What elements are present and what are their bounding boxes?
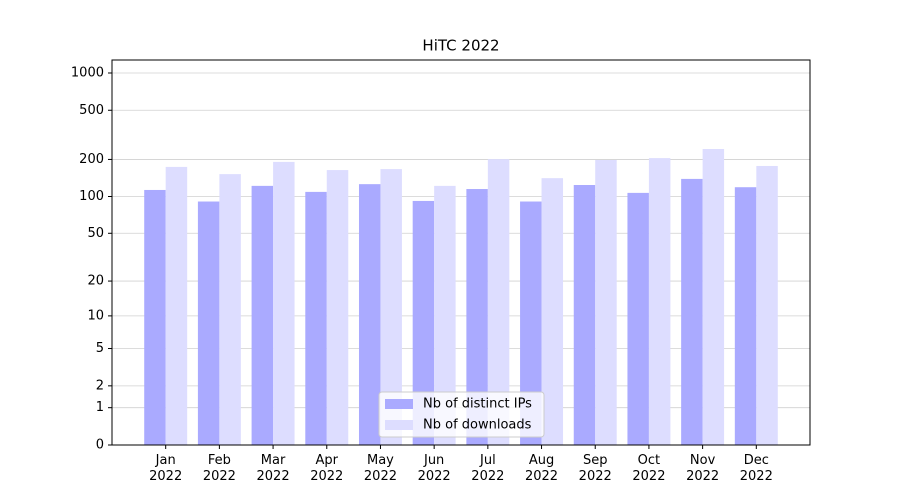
y-tick-label: 20	[87, 274, 104, 289]
bar	[573, 185, 596, 445]
y-tick-label: 100	[79, 189, 104, 204]
x-tick-label: Jul 2022	[471, 453, 505, 484]
legend-swatch	[385, 399, 413, 409]
x-tick-label: May 2022	[363, 453, 397, 484]
bar	[412, 200, 435, 445]
bar	[541, 178, 564, 446]
bar	[702, 148, 725, 446]
y-tick-label: 1000	[71, 65, 104, 80]
x-tick-label: Jun 2022	[417, 453, 451, 484]
x-tick-label: Oct 2022	[632, 453, 666, 484]
bar	[273, 161, 295, 445]
bar	[144, 189, 166, 445]
legend-label: Nb of downloads	[423, 418, 532, 433]
y-tick-label: 200	[79, 152, 104, 167]
x-tick-label: Nov 2022	[686, 453, 720, 484]
y-tick-label: 50	[87, 226, 104, 241]
bar	[358, 184, 381, 445]
y-tick-label: 500	[79, 103, 104, 118]
bar	[305, 191, 327, 445]
plot-frame	[111, 59, 811, 446]
y-tick-label: 0	[96, 438, 104, 453]
x-tick-label: Mar 2022	[256, 453, 290, 484]
bar	[165, 166, 188, 446]
x-tick-label: Feb 2022	[202, 453, 236, 484]
bar	[219, 174, 241, 445]
x-tick-label: Sep 2022	[578, 453, 612, 484]
x-tick-label: Dec 2022	[739, 453, 773, 484]
bar	[734, 187, 757, 445]
legend-box	[378, 391, 545, 438]
bar	[681, 178, 703, 446]
bar	[648, 158, 671, 445]
bar	[434, 185, 456, 445]
x-tick-label: Jan 2022	[149, 453, 183, 484]
bar	[380, 169, 402, 445]
legend-swatch	[385, 420, 413, 430]
y-tick-label: 5	[96, 341, 104, 356]
bar	[466, 189, 488, 445]
bar	[326, 170, 349, 445]
y-tick-label: 2	[96, 378, 104, 393]
y-tick-label: 10	[87, 308, 104, 323]
x-tick-label: Apr 2022	[310, 453, 344, 484]
legend-label: Nb of distinct IPs	[423, 397, 532, 412]
x-tick-label: Aug 2022	[524, 453, 559, 484]
chart-title: HiTC 2022	[422, 37, 499, 55]
bar	[756, 165, 778, 445]
bar	[627, 192, 649, 445]
bar	[595, 159, 617, 445]
bar	[520, 201, 542, 445]
bar	[197, 201, 220, 445]
bar	[487, 159, 510, 445]
bar	[251, 185, 274, 445]
y-tick-label: 1	[96, 400, 104, 415]
